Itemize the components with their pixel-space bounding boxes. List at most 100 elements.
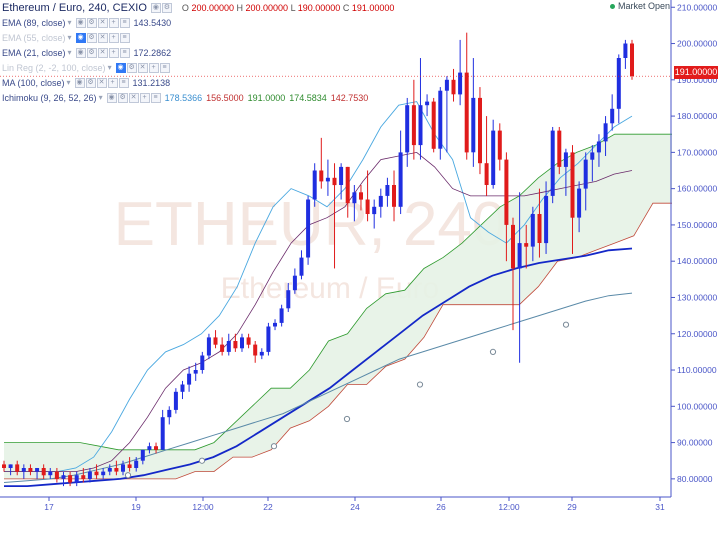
series-line: [3, 292, 633, 483]
eye-icon[interactable]: ◉: [150, 2, 161, 13]
candle-body: [425, 101, 430, 106]
indicator-list: EMA (89, close) ▾ ◉ ⚙ ✕ + ≡ 143.5430 EMA (55, cl…: [2, 15, 394, 105]
chevron-down-icon[interactable]: ▾: [66, 77, 71, 87]
candle-body: [74, 475, 79, 483]
eye-icon[interactable]: ◉: [106, 92, 117, 103]
x-tick-label: 12:00: [498, 502, 520, 512]
candle-body: [180, 384, 185, 392]
candle-body: [339, 166, 344, 185]
menu-icon[interactable]: ≡: [159, 62, 170, 73]
x-tick-label: 31: [655, 502, 665, 512]
more-icon[interactable]: +: [139, 92, 150, 103]
candle-body: [431, 101, 436, 149]
candle-body: [286, 290, 291, 309]
menu-icon[interactable]: ≡: [119, 17, 130, 28]
close-icon[interactable]: ✕: [97, 32, 108, 43]
candle-body: [596, 141, 601, 153]
eye-icon[interactable]: ◉: [75, 47, 86, 58]
indicator-row[interactable]: EMA (55, close) ▾ ◉ ⚙ ✕ + ≡: [2, 30, 394, 45]
more-icon[interactable]: +: [108, 17, 119, 28]
indicator-row[interactable]: MA (100, close) ▾ ◉ ⚙ ✕ + ≡ 131.2138: [2, 75, 394, 90]
menu-icon[interactable]: ≡: [118, 77, 129, 88]
chevron-down-icon[interactable]: ▾: [107, 62, 112, 72]
y-tick-label: 140.00000: [677, 256, 717, 266]
candle-body: [193, 370, 198, 374]
candle-body: [15, 464, 20, 472]
candle-body: [590, 152, 595, 160]
indicator-row[interactable]: Lin Reg (2, -2, 100, close) ▾ ◉ ⚙ ✕ + ≡: [2, 60, 394, 75]
symbol-title[interactable]: Ethereum / Euro, 240, CEXIO: [2, 1, 147, 14]
eye-icon[interactable]: ◉: [115, 62, 126, 73]
settings-icon[interactable]: ⚙: [86, 17, 97, 28]
candle-body: [418, 105, 423, 146]
last-price-tag: 191.00000: [674, 66, 718, 79]
candle-body: [359, 192, 363, 200]
x-tick-label: 26: [436, 502, 446, 512]
candle-body: [471, 97, 476, 153]
close-icon[interactable]: ✕: [97, 47, 108, 58]
series-line: [4, 101, 633, 473]
eye-icon[interactable]: ◉: [74, 77, 85, 88]
indicator-label[interactable]: Ichimoku (9, 26, 52, 26): [2, 92, 97, 103]
settings-icon[interactable]: ⚙: [86, 32, 97, 43]
candle-body: [246, 337, 251, 345]
chevron-down-icon[interactable]: ▾: [67, 32, 72, 42]
chevron-down-icon[interactable]: ▾: [67, 17, 72, 27]
close-icon[interactable]: ✕: [97, 17, 108, 28]
indicator-row[interactable]: EMA (89, close) ▾ ◉ ⚙ ✕ + ≡ 143.5430: [2, 15, 394, 30]
candle-body: [173, 391, 178, 410]
candle-body: [563, 152, 568, 167]
y-tick-label: 110.00000: [677, 365, 717, 375]
candle-body: [464, 72, 469, 153]
candle-body: [266, 326, 271, 352]
candle-body: [497, 130, 502, 160]
chevron-down-icon[interactable]: ▾: [98, 92, 103, 102]
x-tick-label: 17: [44, 502, 54, 512]
ohlc-l-label: L: [290, 2, 296, 13]
indicator-label[interactable]: EMA (55, close): [2, 32, 66, 43]
candle-body: [35, 468, 40, 472]
candle-body: [226, 341, 231, 352]
ichimoku-value: 191.0000: [247, 92, 286, 103]
indicator-label[interactable]: EMA (21, close): [2, 47, 66, 58]
candle-body: [325, 177, 330, 182]
settings-icon[interactable]: ⚙: [126, 62, 137, 73]
settings-icon[interactable]: ⚙: [85, 77, 96, 88]
settings-icon[interactable]: ⚙: [117, 92, 128, 103]
indicator-row[interactable]: Ichimoku (9, 26, 52, 26) ▾ ◉ ⚙ ✕ + ≡ 178.5366 15…: [2, 90, 394, 105]
ohlc-h-label: H: [236, 2, 244, 13]
candle-body: [147, 446, 152, 450]
close-icon[interactable]: ✕: [128, 92, 139, 103]
candle-body: [411, 105, 416, 146]
more-icon[interactable]: +: [148, 62, 159, 73]
close-icon[interactable]: ✕: [137, 62, 148, 73]
indicator-controls: ◉ ⚙ ✕ + ≡: [115, 62, 170, 73]
candle-body: [378, 195, 383, 207]
candle-body: [557, 130, 562, 167]
settings-icon[interactable]: ⚙: [161, 2, 172, 13]
more-icon[interactable]: +: [107, 77, 118, 88]
candle-body: [279, 308, 284, 323]
settings-icon[interactable]: ⚙: [86, 47, 97, 58]
menu-icon[interactable]: ≡: [150, 92, 161, 103]
ichimoku-value: 142.7530: [330, 92, 369, 103]
close-icon[interactable]: ✕: [96, 77, 107, 88]
menu-icon[interactable]: ≡: [119, 32, 130, 43]
candle-body: [524, 243, 529, 247]
candle-body: [48, 471, 53, 476]
more-icon[interactable]: +: [108, 47, 119, 58]
more-icon[interactable]: +: [108, 32, 119, 43]
indicator-row[interactable]: EMA (21, close) ▾ ◉ ⚙ ✕ + ≡ 172.2862: [2, 45, 394, 60]
candle-body: [372, 206, 377, 215]
candle-body: [21, 468, 26, 472]
indicator-label[interactable]: Lin Reg (2, -2, 100, close): [2, 62, 106, 73]
eye-icon[interactable]: ◉: [75, 17, 86, 28]
candle-body: [603, 123, 608, 142]
menu-icon[interactable]: ≡: [119, 47, 130, 58]
eye-icon[interactable]: ◉: [75, 32, 86, 43]
chevron-down-icon[interactable]: ▾: [67, 47, 72, 57]
indicator-label[interactable]: MA (100, close): [2, 77, 65, 88]
indicator-label[interactable]: EMA (89, close): [2, 17, 66, 28]
candle-body: [114, 468, 119, 472]
